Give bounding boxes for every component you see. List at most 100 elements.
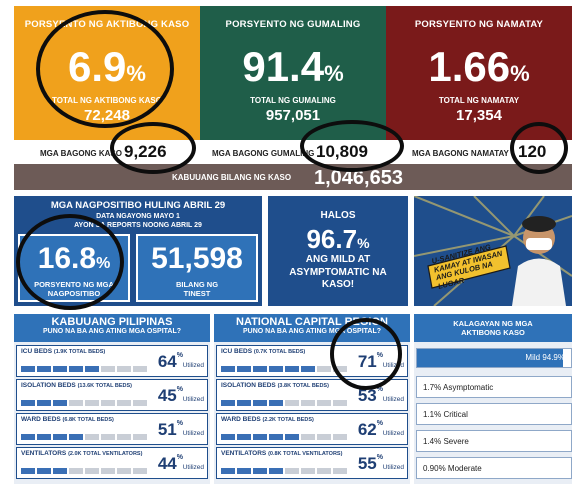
pilipinas-row: VENTILATORS (2.0K TOTAL VENTILATORS) 44%… (16, 447, 208, 479)
kabuuang-band: KABUUANG BILANG NG KASO 1,046,653 (14, 164, 572, 190)
bar-segment (237, 434, 251, 440)
utilized-label: Utilized (182, 464, 204, 471)
bed-label: ISOLATION BEDS (13.6K TOTAL BEDS) (21, 382, 132, 389)
bar-segment (301, 366, 315, 372)
bar-segment (237, 366, 251, 372)
new-namatay-label: MGA BAGONG NAMATAY (412, 149, 509, 158)
bar-segment (21, 400, 35, 406)
bar-segment (133, 366, 147, 372)
bed-bar (221, 468, 347, 474)
bed-bar (221, 366, 347, 372)
bar-segment (117, 468, 131, 474)
kabuuang-value: 1,046,653 (314, 167, 403, 189)
asymptomatic-value: 96.7% (306, 224, 370, 254)
bar-segment (285, 434, 299, 440)
bar-segment (317, 400, 331, 406)
bed-label: ISOLATION BEDS (3.8K TOTAL BEDS) (221, 382, 329, 389)
bed-label: WARD BEDS (2.2K TOTAL BEDS) (221, 416, 314, 423)
bed-label: VENTILATORS (2.0K TOTAL VENTILATORS) (21, 450, 143, 457)
kalagayan-item: 0.90% Moderate (416, 457, 572, 479)
bed-bar (21, 366, 147, 372)
mild-label: Mild 94.9% (525, 353, 565, 362)
bar-segment (69, 434, 83, 440)
ncr-row: WARD BEDS (2.2K TOTAL BEDS) 62% Utilized (216, 413, 408, 445)
pilipinas-row: ISOLATION BEDS (13.6K TOTAL BEDS) 45% Ut… (16, 379, 208, 411)
bar-segment (69, 400, 83, 406)
tested-box: 51,598 BILANG NG TINEST (136, 234, 258, 302)
namatay-title: PORSYENTO NG NAMATAY (414, 19, 544, 30)
bar-segment (301, 468, 315, 474)
nagpositibo-title: MGA NAGPOSITIBO HULING ABRIL 29 (50, 200, 226, 211)
bar-segment (221, 400, 235, 406)
bar-segment (269, 468, 283, 474)
bed-label: ICU BEDS (1.9K TOTAL BEDS) (21, 348, 106, 355)
bar-segment (101, 400, 115, 406)
bar-segment (37, 400, 51, 406)
new-gumaling-label: MGA BAGONG GUMALING (212, 149, 315, 158)
annotation-circle (300, 120, 404, 172)
pilipinas-row: WARD BEDS (6.8K TOTAL BEDS) 51% Utilized (16, 413, 208, 445)
utilized-label: Utilized (382, 430, 404, 437)
tested-label: BILANG NG TINEST (175, 280, 219, 298)
bar-segment (53, 366, 67, 372)
new-kaso-label: MGA BAGONG KASO (40, 149, 122, 158)
pilipinas-subtitle: PUNO NA BA ANG ATING MGA OSPITAL? (42, 328, 182, 335)
bar-segment (85, 400, 99, 406)
gumaling-value: 91.4% (242, 43, 344, 90)
bed-bar (221, 434, 347, 440)
bed-bar (21, 400, 147, 406)
annotation-circle (510, 122, 568, 174)
bar-segment (317, 366, 331, 372)
bar-segment (117, 400, 131, 406)
sanitize-poster: U-SANITIZE ANG KAMAY AT IWASAN ANG KULOB… (414, 196, 572, 306)
gumaling-sublabel: TOTAL NG GUMALING (250, 96, 336, 105)
bar-segment (221, 366, 235, 372)
bar-segment (117, 366, 131, 372)
nagpositibo-line1: DATA NGAYONG MAYO 1 (96, 213, 180, 220)
nagpositibo-line2: AYON SA REPORTS NOONG ABRIL 29 (74, 222, 202, 229)
asymptomatic-text: ANG MILD AT ASYMPTOMATIC NA KASO! (289, 254, 387, 290)
poster-art (414, 196, 572, 306)
bed-bar (21, 468, 147, 474)
bed-label: ICU BEDS (0.7K TOTAL BEDS) (221, 348, 306, 355)
bar-segment (285, 400, 299, 406)
bar-segment (21, 366, 35, 372)
mild-bar: Mild 94.9% (416, 348, 572, 368)
bed-label: VENTILATORS (0.8K TOTAL VENTILATORS) (221, 450, 343, 457)
ncr-row: VENTILATORS (0.8K TOTAL VENTILATORS) 55%… (216, 447, 408, 479)
bar-segment (285, 366, 299, 372)
utilized-label: Utilized (382, 464, 404, 471)
bar-segment (101, 366, 115, 372)
bar-segment (117, 434, 131, 440)
namatay-sublabel: TOTAL NG NAMATAY (438, 96, 520, 105)
pilipinas-header: KABUUANG PILIPINAS PUNO NA BA ANG ATING … (14, 314, 210, 342)
bed-label: WARD BEDS (6.8K TOTAL BEDS) (21, 416, 114, 423)
bar-segment (253, 468, 267, 474)
bar-segment (85, 366, 99, 372)
pilipinas-row: ICU BEDS (1.9K TOTAL BEDS) 64% Utilized (16, 345, 208, 377)
bar-segment (21, 434, 35, 440)
bar-segment (333, 400, 347, 406)
bar-segment (133, 400, 147, 406)
annotation-circle (110, 122, 196, 174)
bed-pct: 45% (157, 386, 183, 405)
utilized-label: Utilized (382, 396, 404, 403)
bar-segment (85, 468, 99, 474)
bar-segment (285, 468, 299, 474)
kalagayan-item: 1.4% Severe (416, 430, 572, 452)
halos-label: HALOS (320, 210, 356, 221)
bed-bar (221, 400, 347, 406)
pilipinas-title: KABUUANG PILIPINAS (51, 316, 173, 328)
utilized-label: Utilized (182, 430, 204, 437)
bar-segment (221, 468, 235, 474)
bed-pct: 62% (357, 420, 383, 439)
bar-segment (21, 468, 35, 474)
bar-segment (221, 434, 235, 440)
annotation-circle (36, 10, 174, 128)
bed-pct: 55% (357, 454, 383, 473)
kalagayan-header: KALAGAYAN NG MGA AKTIBONG KASO (414, 314, 572, 342)
ncr-subtitle: PUNO NA BA ANG ATING MGA OSPITAL? (242, 328, 382, 335)
bed-bar (21, 434, 147, 440)
bar-segment (269, 400, 283, 406)
bar-segment (53, 400, 67, 406)
